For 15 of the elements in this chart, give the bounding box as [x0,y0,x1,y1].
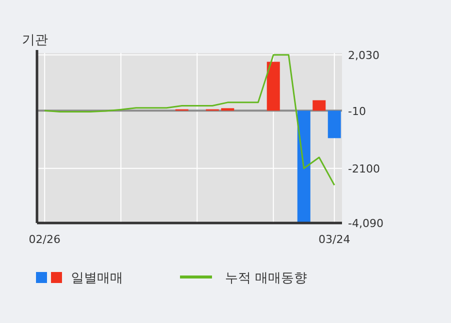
line-series [44,54,336,186]
bar [266,62,280,111]
legend-label: 누적 매매동향 [225,271,308,286]
y-tick-label: -4,090 [348,217,384,230]
bar [221,108,234,111]
x-tick-label: 03/24 [318,233,350,246]
y-tick-label: 2,030 [348,48,380,62]
bar [328,110,341,138]
chart-title: 기관 [22,33,48,48]
legend-label: 일별매매 [71,271,123,286]
bar [297,110,310,223]
bar [312,100,326,111]
y-tick-label: -10 [348,104,366,118]
y-tick-label: -2100 [348,162,380,176]
x-tick-label: 02/26 [28,233,60,246]
